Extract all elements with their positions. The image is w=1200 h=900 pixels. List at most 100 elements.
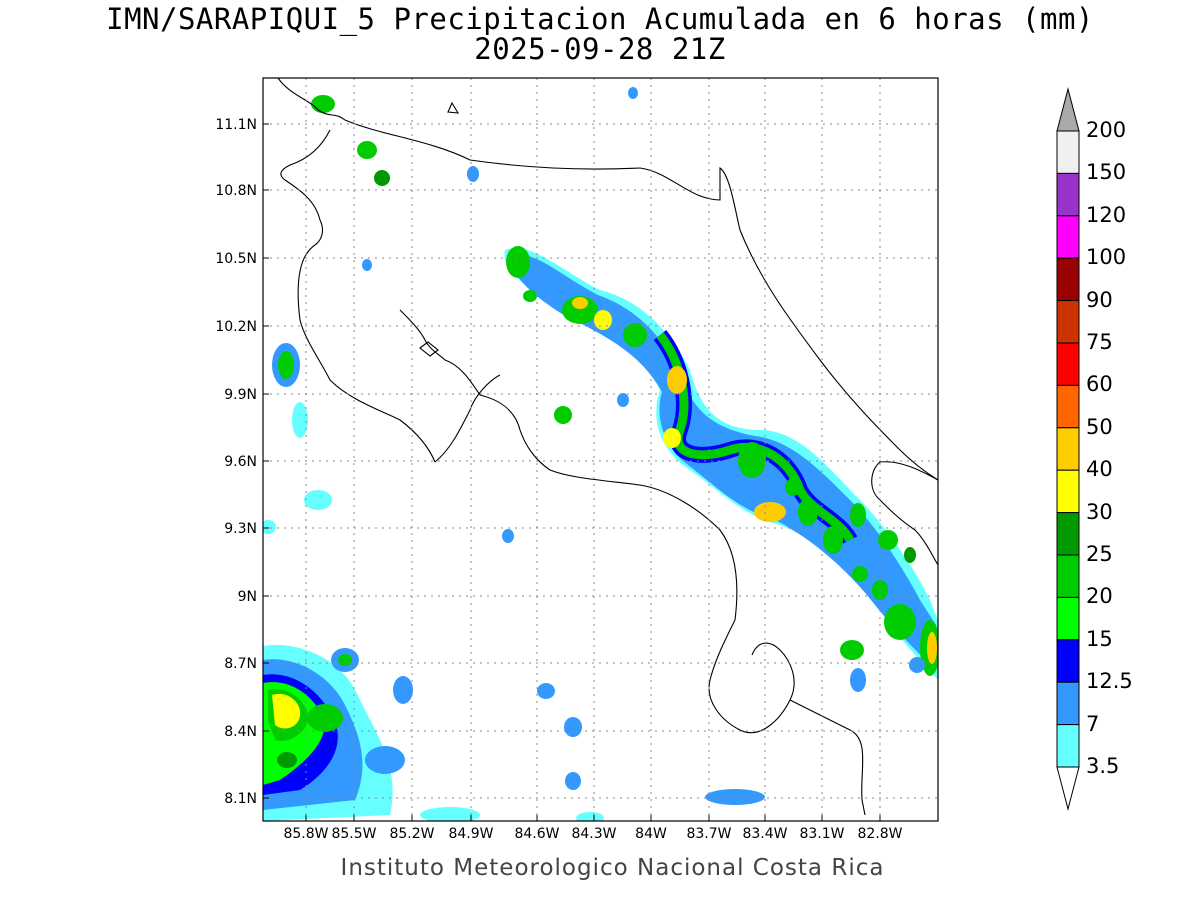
precip-region [738, 442, 766, 478]
colorbar-segment [1056, 257, 1080, 302]
colorbar-label: 100 [1086, 245, 1127, 270]
precip-region [904, 547, 916, 563]
lat-tick-label: 10.8N [215, 183, 257, 199]
lat-tick-label: 8.4N [224, 724, 257, 740]
colorbar-label: 60 [1086, 372, 1113, 397]
colorbar-segment [1056, 512, 1080, 556]
precip-region [338, 654, 352, 666]
colorbar-label: 20 [1086, 584, 1113, 609]
lat-tick-label: 8.7N [224, 656, 257, 672]
lon-tick-label: 85.5W [331, 826, 376, 842]
precip-region [785, 478, 801, 496]
colorbar-label: 12.5 [1086, 669, 1133, 694]
precip-region [523, 290, 537, 302]
precip-region [909, 657, 925, 673]
precip-region [362, 259, 372, 271]
lat-tick-label: 9.9N [224, 387, 257, 403]
map-title: IMN/SARAPIQUI_5 Precipitacion Acumulada … [106, 2, 1094, 36]
precip-region [374, 170, 390, 186]
lat-tick-label: 10.5N [215, 251, 257, 267]
colorbar-label: 25 [1086, 542, 1113, 566]
precip-region [623, 323, 647, 347]
precip-region [564, 717, 582, 737]
colorbar-label: 75 [1086, 330, 1113, 354]
colorbar-label: 50 [1086, 414, 1113, 439]
precip-region [927, 632, 937, 664]
precip-region [798, 498, 818, 526]
precip-region [307, 704, 343, 732]
lon-tick-label: 84.3W [571, 826, 616, 842]
colorbar-label: 90 [1086, 287, 1113, 312]
credit-text: Instituto Meteorologico Nacional Costa R… [340, 855, 885, 881]
colorbar-label: 120 [1086, 202, 1127, 227]
colorbar-segment [1056, 554, 1080, 598]
lat-tick-label: 8.1N [224, 791, 257, 807]
precip-region [277, 752, 297, 768]
colorbar-segment [1056, 215, 1080, 259]
precip-region [840, 640, 864, 660]
precip-region [884, 604, 916, 640]
precipitation-colorbar [1056, 87, 1080, 811]
precip-region [292, 402, 308, 438]
coastline [277, 78, 938, 816]
colorbar-segment [1056, 300, 1080, 344]
precip-region [502, 529, 514, 543]
lat-tick-label: 9.6N [224, 454, 257, 470]
precip-region [667, 366, 687, 394]
colorbar-under-triangle [1056, 766, 1080, 811]
precip-region [850, 668, 866, 692]
colorbar-label: 7 [1086, 711, 1100, 736]
lon-tick-label: 82.8W [857, 826, 902, 842]
lon-tick-label: 83.1W [799, 826, 844, 842]
precip-region [823, 526, 843, 554]
colorbar-segment [1056, 681, 1080, 726]
colorbar-segment [1056, 639, 1080, 683]
map-grid [263, 78, 938, 821]
lat-tick-label: 9.3N [224, 521, 257, 537]
precip-region [263, 520, 276, 534]
plot-frame [262, 77, 939, 822]
lon-tick-label: 83.4W [742, 826, 787, 842]
precip-region [554, 406, 572, 424]
precip-region [467, 166, 479, 182]
colorbar-label: 3.5 [1086, 754, 1120, 778]
colorbar-label: 15 [1086, 626, 1113, 651]
precip-region [572, 297, 588, 309]
precip-region [594, 310, 612, 330]
colorbar-segment [1056, 342, 1080, 386]
latitude-axis: 11.1N 10.8N 10.5N 10.2N 9.9N 9.6N 9.3N 9N 8.7N 8.… [215, 117, 269, 807]
colorbar-segment [1056, 172, 1080, 217]
colorbar-over-triangle [1056, 87, 1080, 132]
precip-region [311, 95, 335, 113]
lat-tick-label: 10.2N [215, 319, 257, 335]
colorbar-label: 200 [1086, 118, 1127, 142]
precip-region [576, 812, 604, 821]
precip-region [506, 246, 530, 278]
lat-tick-label: 9N [238, 589, 257, 605]
precip-region [628, 87, 638, 99]
precip-region [850, 503, 866, 527]
precip-region [278, 351, 294, 379]
lon-tick-label: 84.6W [514, 826, 559, 842]
colorbar-label: 30 [1086, 499, 1113, 524]
colorbar-segment [1056, 469, 1080, 514]
colorbar-segment [1056, 130, 1080, 174]
colorbar-segment [1056, 427, 1080, 471]
precip-region [705, 789, 765, 805]
lat-tick-label: 11.1N [215, 117, 257, 133]
colorbar-segment [1056, 724, 1080, 768]
lon-tick-label: 83.7W [686, 826, 731, 842]
precip-region [357, 141, 377, 159]
precip-region [537, 683, 555, 699]
colorbar-label: 40 [1086, 457, 1113, 482]
map-subtitle-datetime: 2025-09-28 21Z [474, 32, 726, 66]
precip-region [562, 296, 598, 324]
precip-region [617, 393, 629, 407]
precip-region [365, 746, 405, 774]
precip-region [272, 693, 301, 729]
longitude-axis: 85.8W 85.5W 85.2W 84.9W 84.6W 84.3W 84W 83.7W 83… [283, 815, 903, 842]
precipitation-field [263, 87, 938, 821]
colorbar-label: 150 [1086, 160, 1127, 185]
precip-region [852, 566, 868, 582]
